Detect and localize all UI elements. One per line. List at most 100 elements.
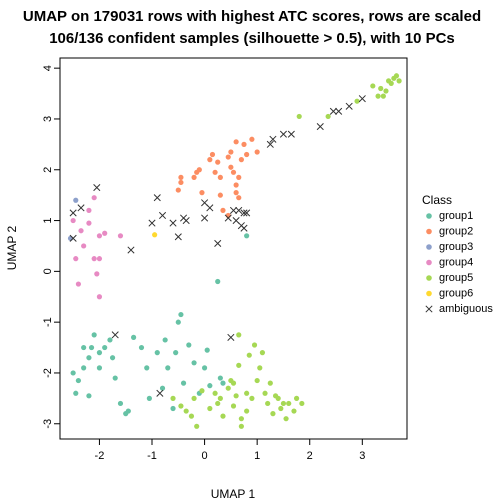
point-group4 — [91, 256, 97, 262]
point-group1 — [131, 334, 137, 340]
point-group5 — [291, 408, 297, 414]
legend-marker-group2 — [426, 228, 432, 235]
point-group5 — [236, 332, 242, 338]
point-group1 — [86, 393, 92, 399]
point-group2 — [236, 195, 242, 201]
point-group1 — [81, 344, 87, 351]
y-tick-label: -1 — [42, 317, 54, 327]
point-ambiguous — [153, 194, 161, 202]
point-ambiguous — [148, 219, 156, 227]
point-group5 — [207, 405, 213, 412]
point-group1 — [244, 233, 250, 239]
point-ambiguous — [329, 107, 337, 115]
point-group1 — [207, 383, 213, 389]
point-group5 — [370, 83, 376, 89]
point-group2 — [228, 149, 234, 155]
point-group3 — [73, 197, 79, 203]
point-group2 — [178, 174, 184, 180]
point-group1 — [81, 365, 87, 371]
point-group1 — [112, 375, 118, 381]
y-axis: -3 -2 -1 0 1 2 3 4 — [42, 65, 60, 429]
point-ambiguous — [243, 209, 251, 217]
point-group2 — [233, 139, 239, 145]
x-tick-label: 3 — [359, 450, 365, 462]
point-group5 — [283, 416, 289, 422]
point-group2 — [220, 207, 226, 213]
point-group5 — [325, 113, 331, 120]
point-ambiguous — [224, 214, 232, 222]
point-group5 — [254, 377, 260, 384]
y-axis-label: UMAP 2 — [5, 225, 19, 270]
point-group1 — [215, 278, 221, 285]
point-group1 — [191, 360, 197, 366]
point-group2 — [196, 167, 202, 173]
point-group1 — [138, 344, 145, 351]
point-group1 — [178, 311, 184, 318]
point-group1 — [96, 350, 103, 356]
point-group5 — [272, 393, 279, 399]
y-tick-label: -3 — [42, 419, 54, 429]
legend-marker-group5 — [426, 275, 432, 281]
y-tick-label: 4 — [42, 65, 54, 71]
point-group1 — [144, 365, 150, 371]
point-group1 — [180, 380, 187, 386]
point-group2 — [233, 190, 239, 196]
legend-label-group1: group1 — [439, 210, 473, 222]
x-tick-label: 0 — [202, 450, 208, 462]
point-group2 — [207, 157, 213, 163]
point-group2 — [209, 151, 216, 158]
point-group1 — [154, 350, 160, 356]
point-group5 — [262, 390, 268, 396]
point-group6 — [152, 232, 158, 238]
point-group5 — [296, 113, 302, 120]
point-ambiguous — [174, 233, 182, 241]
point-group5 — [270, 411, 276, 417]
point-group5 — [380, 93, 386, 99]
point-group5 — [383, 88, 389, 94]
legend-marker-group1 — [426, 213, 432, 219]
point-group4 — [96, 233, 103, 239]
point-group1 — [96, 365, 103, 371]
point-ambiguous — [156, 389, 164, 397]
x-tick-label: 2 — [307, 450, 313, 462]
point-group5 — [230, 403, 237, 409]
x-axis-label: UMAP 1 — [211, 487, 256, 501]
point-group1 — [117, 400, 124, 407]
legend-label-group3: group3 — [439, 241, 473, 253]
point-group4 — [102, 230, 108, 236]
legend: Class group1 group2 group3 group4 group5 grou… — [422, 193, 493, 315]
point-ambiguous — [358, 95, 366, 103]
x-tick-label: 1 — [254, 450, 260, 462]
point-group5 — [396, 78, 402, 84]
point-group5 — [220, 413, 226, 419]
point-group3 — [67, 235, 74, 241]
point-group5 — [278, 405, 284, 412]
point-group4 — [73, 256, 79, 262]
point-group2 — [249, 136, 255, 142]
point-group1 — [73, 390, 79, 396]
point-ambiguous — [316, 123, 324, 131]
point-group2 — [217, 174, 223, 180]
point-group2 — [225, 154, 231, 160]
point-group5 — [246, 352, 252, 358]
point-ambiguous — [279, 130, 288, 138]
point-group1 — [75, 377, 82, 384]
point-group5 — [280, 400, 287, 407]
point-group5 — [238, 423, 244, 429]
point-group5 — [212, 390, 218, 396]
point-group4 — [75, 281, 82, 287]
x-tick-label: -2 — [95, 450, 105, 462]
legend-title: Class — [422, 193, 452, 207]
point-group1 — [146, 395, 152, 401]
plot-frame — [59, 57, 408, 440]
point-group5 — [230, 380, 237, 386]
point-ambiguous — [240, 224, 248, 232]
point-group2 — [244, 151, 250, 158]
point-group2 — [217, 192, 223, 198]
point-group5 — [191, 395, 197, 401]
y-tick-label: 3 — [42, 116, 54, 122]
legend-label-group6: group6 — [439, 288, 473, 300]
point-group5 — [199, 388, 205, 394]
point-group1 — [109, 355, 116, 361]
chart-subtitle: 106/136 confident samples (silhouette > … — [49, 30, 455, 47]
